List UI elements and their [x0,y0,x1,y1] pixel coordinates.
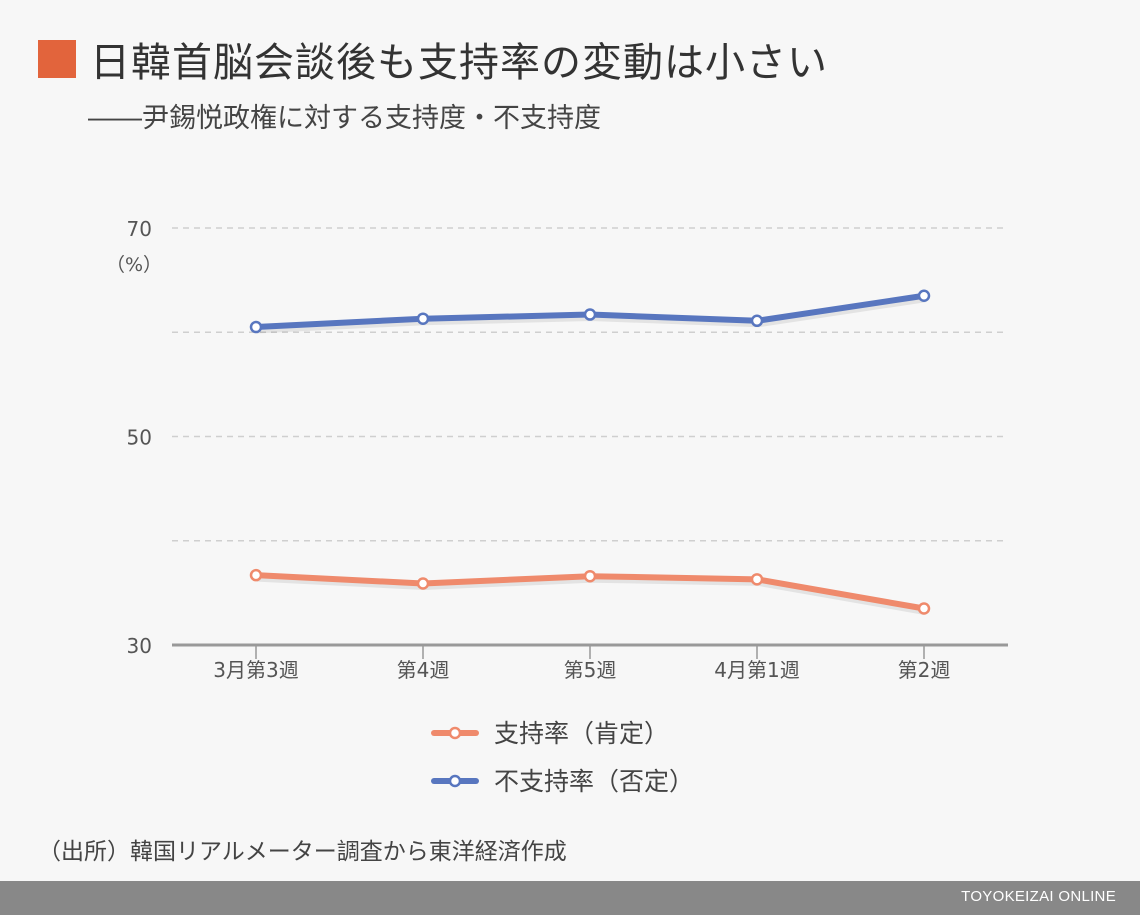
x-tick-label: 4月第1週 [714,658,799,682]
data-point [583,569,597,583]
x-tick-label: 3月第3週 [213,658,298,682]
x-tick-label: 第4週 [397,658,450,682]
data-point [750,314,764,328]
chart-subtitle: ――尹錫悦政権に対する支持度・不支持度 [88,103,601,134]
y-tick-label: 50 [127,426,152,450]
data-point [249,568,263,582]
legend-swatch-marker [448,774,462,788]
footer-brand: TOYOKEIZAI ONLINE [961,888,1116,905]
legend-label: 支持率（肯定） [494,719,669,748]
legend-swatch-marker [448,726,462,740]
title-marker [38,40,76,78]
title-block: 日韓首脳会談後も支持率の変動は小さい [38,30,828,88]
data-point [416,577,430,590]
source-note: （出所）韓国リアルメーター調査から東洋経済作成 [38,839,567,865]
data-point [249,320,263,334]
y-tick-label: 70 [127,217,152,241]
data-point [917,602,931,615]
data-point [750,573,764,586]
x-tick-label: 第5週 [564,658,617,682]
chart-title: 日韓首脳会談後も支持率の変動は小さい [90,40,828,86]
y-unit-label: （%） [106,254,162,276]
footer-bar: TOYOKEIZAI ONLINE [0,881,1140,915]
legend-label: 不支持率（否定） [494,767,694,796]
data-point [917,289,931,303]
x-tick-label: 第2週 [898,658,951,682]
data-point [583,308,597,321]
data-point [416,312,430,325]
y-tick-label: 30 [127,634,152,658]
